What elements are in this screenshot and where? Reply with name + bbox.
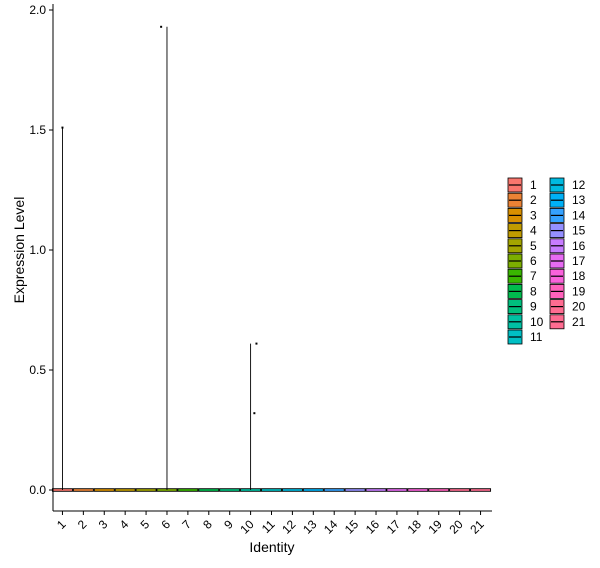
violin-20 <box>449 488 471 492</box>
legend-label-14: 14 <box>572 208 586 222</box>
data-point-10-3 <box>253 412 256 415</box>
legend-label-7: 7 <box>530 269 537 283</box>
violin-9 <box>219 488 241 492</box>
violin-3 <box>93 488 115 492</box>
legend-label-20: 20 <box>572 300 586 314</box>
x-tick-label: 17 <box>384 517 404 537</box>
data-point-1-0 <box>61 126 64 129</box>
x-tick-label: 13 <box>300 517 320 537</box>
violin-14 <box>323 488 345 492</box>
violin-11 <box>261 488 282 492</box>
x-tick-label: 5 <box>138 517 153 532</box>
violin-18 <box>407 488 429 492</box>
y-tick-label: 2.0 <box>29 3 46 17</box>
legend-label-5: 5 <box>530 239 537 253</box>
legend-label-6: 6 <box>530 254 537 268</box>
x-tick-label: 6 <box>158 517 173 532</box>
y-axis-title: Expression Level <box>11 197 27 304</box>
x-tick-label: 21 <box>467 517 487 537</box>
legend-label-13: 13 <box>572 193 586 207</box>
x-tick-label: 1 <box>54 517 69 532</box>
x-tick-label: 2 <box>75 517 90 532</box>
x-tick-label: 20 <box>446 517 466 537</box>
legend-label-15: 15 <box>572 224 586 238</box>
legend-label-9: 9 <box>530 300 537 314</box>
legend-label-18: 18 <box>572 269 586 283</box>
y-tick-label: 1.0 <box>29 243 46 257</box>
legend-label-10: 10 <box>530 315 544 329</box>
x-tick-label: 10 <box>237 517 257 537</box>
legend-label-17: 17 <box>572 254 586 268</box>
plot-area <box>51 25 492 492</box>
x-tick-label: 14 <box>321 517 341 537</box>
x-tick-label: 12 <box>279 517 299 537</box>
violin-4 <box>114 488 136 492</box>
legend-label-21: 21 <box>572 315 586 329</box>
legend-label-16: 16 <box>572 239 586 253</box>
y-ticks: 0.0 0.5 1.0 1.5 2.0 <box>29 3 53 497</box>
violin-17 <box>386 488 408 492</box>
violin-7 <box>177 488 199 492</box>
violin-5 <box>135 488 157 492</box>
y-tick-label: 0.5 <box>29 363 46 377</box>
x-tick-label: 7 <box>179 517 194 532</box>
violin-16 <box>365 488 387 492</box>
x-tick-label: 4 <box>117 517 132 532</box>
legend-label-11: 11 <box>530 330 543 344</box>
y-tick-label: 1.5 <box>29 123 46 137</box>
x-tick-label: 18 <box>405 517 425 537</box>
legend-label-1: 1 <box>530 178 537 192</box>
legend-label-8: 8 <box>530 284 537 298</box>
x-tick-label: 11 <box>259 517 278 536</box>
x-tick-label: 3 <box>96 517 111 532</box>
x-tick-label: 16 <box>363 517 383 537</box>
y-tick-label: 0.0 <box>29 483 46 497</box>
legend-label-4: 4 <box>530 224 537 238</box>
legend-label-2: 2 <box>530 193 537 207</box>
violin-8 <box>198 488 220 492</box>
violin-19 <box>428 488 450 492</box>
x-tick-label: 15 <box>342 517 362 537</box>
data-point-10-2 <box>255 342 258 345</box>
x-tick-label: 19 <box>426 517 446 537</box>
x-axis-title: Identity <box>249 539 294 555</box>
violin-15 <box>344 488 366 492</box>
x-tick-label: 8 <box>200 517 215 532</box>
violin-12 <box>281 488 303 492</box>
legend-label-19: 19 <box>572 284 586 298</box>
x-ticks: 1 2 3 4 5 6 7 8 9 10 11 12 13 14 15 16 17 18 19 20 21 <box>54 511 487 537</box>
violin-2 <box>72 488 94 492</box>
violin-13 <box>302 488 324 492</box>
legend-label-3: 3 <box>530 208 537 222</box>
data-point-6-1 <box>160 25 163 28</box>
legend-label-12: 12 <box>572 178 586 192</box>
violin-21 <box>470 488 492 492</box>
x-tick-label: 9 <box>221 517 236 532</box>
